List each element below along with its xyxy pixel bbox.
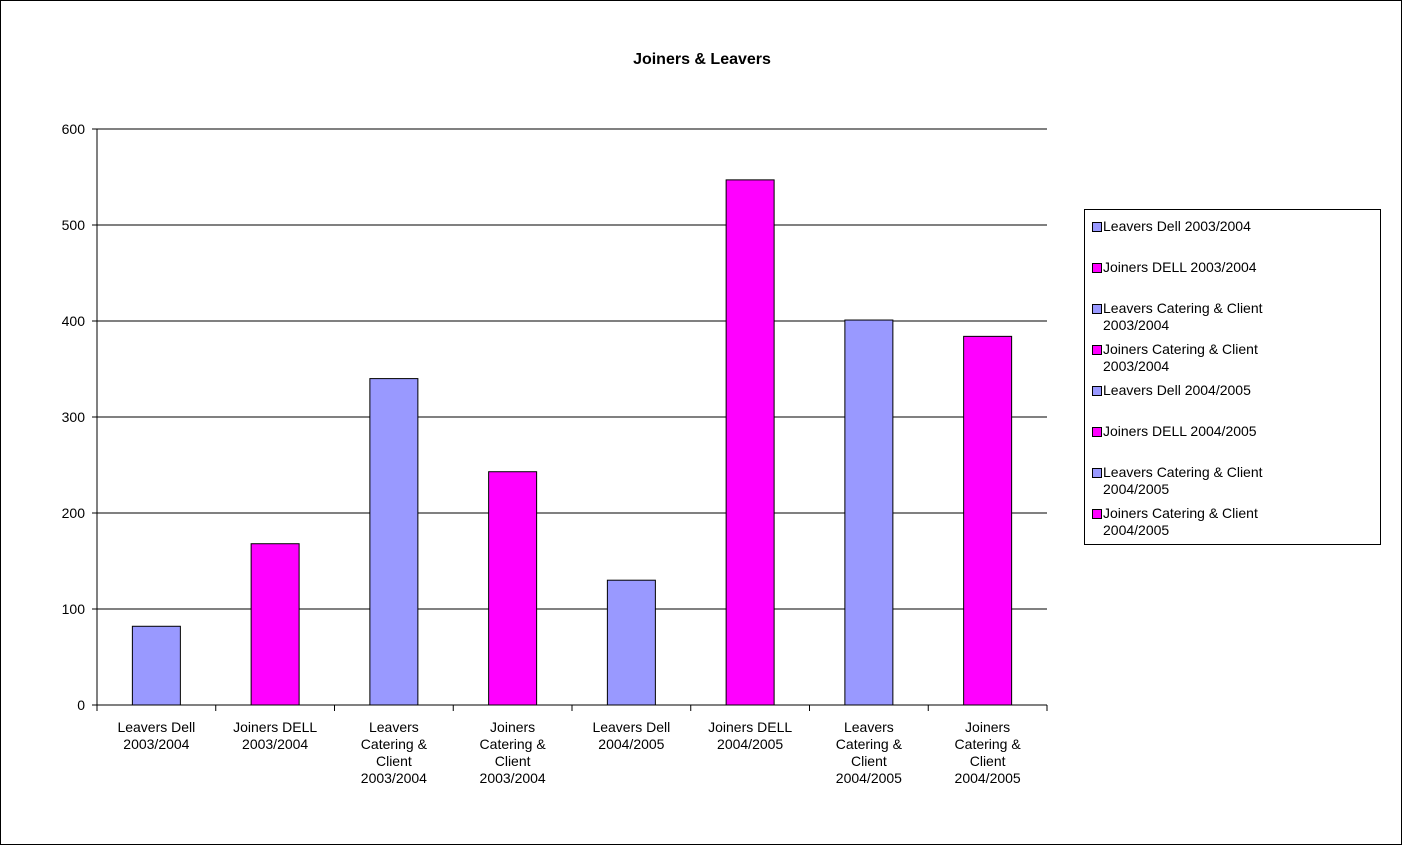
x-tick-label: Joiners Catering & Client 2003/2004 bbox=[480, 719, 547, 786]
x-tick-label: Joiners DELL 2003/2004 bbox=[233, 719, 317, 752]
bar bbox=[369, 378, 419, 706]
legend-label: 2003/2004 bbox=[1103, 358, 1170, 374]
x-tick-label: Joiners DELL 2004/2005 bbox=[708, 719, 792, 752]
y-tick-label: 400 bbox=[62, 313, 86, 329]
bar bbox=[131, 625, 181, 706]
y-tick-label: 600 bbox=[62, 121, 86, 137]
legend-swatch bbox=[1092, 386, 1102, 396]
x-tick-label: Joiners Catering & Client 2004/2005 bbox=[955, 719, 1022, 786]
chart-title: Joiners & Leavers bbox=[633, 51, 771, 68]
legend-item: Leavers Catering & Client 2003/2004 bbox=[1092, 300, 1377, 334]
y-tick-label: 100 bbox=[62, 601, 86, 617]
x-tick-label: Leavers Catering & Client 2003/2004 bbox=[361, 719, 428, 786]
legend-label: Joiners DELL 2003/2004 bbox=[1103, 259, 1257, 275]
x-tick-label: Leavers Dell 2003/2004 bbox=[117, 719, 195, 752]
legend-swatch bbox=[1092, 345, 1102, 355]
y-tick-label: 0 bbox=[77, 697, 85, 713]
x-tick-label: Leavers Dell 2004/2005 bbox=[592, 719, 670, 752]
legend-label: Leavers Catering & Client bbox=[1103, 464, 1263, 480]
legend-label: 2004/2005 bbox=[1103, 481, 1170, 497]
legend-label: Joiners Catering & Client bbox=[1103, 341, 1258, 357]
legend-item: Leavers Dell 2003/2004 bbox=[1092, 218, 1377, 235]
legend-item: Joiners Catering & Client 2004/2005 bbox=[1092, 505, 1377, 539]
legend-item: Joiners DELL 2004/2005 bbox=[1092, 423, 1377, 440]
legend-swatch bbox=[1092, 222, 1102, 232]
bar bbox=[250, 543, 300, 706]
legend-item: Leavers Dell 2004/2005 bbox=[1092, 382, 1377, 399]
y-tick-label: 200 bbox=[62, 505, 86, 521]
legend-swatch bbox=[1092, 304, 1102, 314]
y-tick-label: 500 bbox=[62, 217, 86, 233]
legend-label: Leavers Dell 2004/2005 bbox=[1103, 382, 1251, 398]
x-tick-label: Leavers Catering & Client 2004/2005 bbox=[836, 719, 903, 786]
legend-item: Joiners Catering & Client 2003/2004 bbox=[1092, 341, 1377, 375]
legend-item: Joiners DELL 2003/2004 bbox=[1092, 259, 1377, 276]
legend-swatch bbox=[1092, 468, 1102, 478]
legend-swatch bbox=[1092, 263, 1102, 273]
legend-swatch bbox=[1092, 427, 1102, 437]
bar bbox=[488, 471, 538, 706]
legend-label: Joiners Catering & Client bbox=[1103, 505, 1258, 521]
y-tick-label: 300 bbox=[62, 409, 86, 425]
legend: Leavers Dell 2003/2004 Joiners DELL 2003/… bbox=[1084, 209, 1381, 545]
bar bbox=[963, 335, 1013, 706]
legend-item: Leavers Catering & Client 2004/2005 bbox=[1092, 464, 1377, 498]
legend-label: 2003/2004 bbox=[1103, 317, 1170, 333]
legend-label: Joiners DELL 2004/2005 bbox=[1103, 423, 1257, 439]
legend-swatch bbox=[1092, 509, 1102, 519]
bar bbox=[606, 579, 656, 706]
legend-label: Leavers Catering & Client bbox=[1103, 300, 1263, 316]
legend-label: 2004/2005 bbox=[1103, 522, 1170, 538]
bar bbox=[844, 319, 894, 706]
bar bbox=[725, 179, 775, 706]
legend-label: Leavers Dell 2003/2004 bbox=[1103, 218, 1251, 234]
